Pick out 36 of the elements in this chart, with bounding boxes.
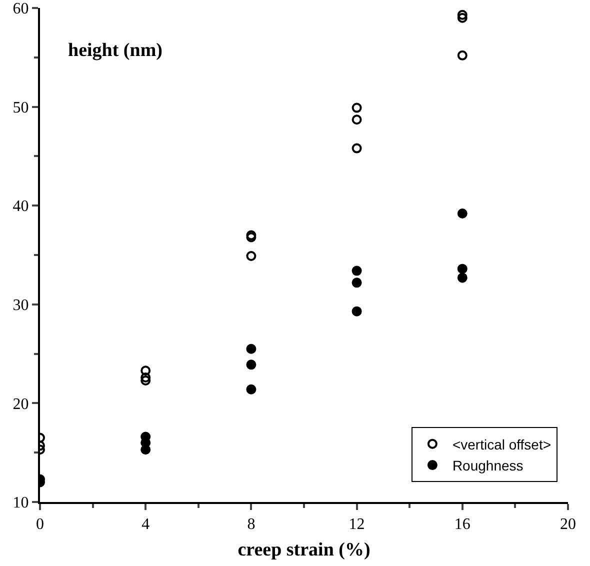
x-tick-label: 16	[454, 516, 470, 534]
point	[352, 278, 362, 288]
point	[246, 250, 256, 261]
y-axis-title: height (nm)	[68, 40, 162, 61]
x-tick-label: 8	[247, 516, 256, 534]
point	[457, 10, 468, 20]
point	[140, 375, 151, 386]
x-tick-label: 20	[560, 516, 576, 534]
x-tick-label: 4	[142, 516, 150, 534]
point	[457, 272, 468, 283]
x-tick-label: 0	[36, 516, 44, 534]
y-tick-label: 10	[12, 494, 29, 512]
y-tick-label: 20	[12, 396, 29, 413]
point	[246, 344, 256, 354]
y-tick-label: 40	[12, 198, 29, 216]
point	[246, 360, 256, 370]
y-tick-label: 50	[12, 99, 29, 116]
point	[457, 208, 468, 218]
point	[352, 306, 362, 316]
point	[457, 50, 468, 60]
legend-label: <vertical offset>	[452, 436, 552, 452]
point	[246, 384, 256, 394]
point	[140, 444, 151, 455]
x-axis-title: creep strain (%)	[238, 540, 370, 560]
point	[352, 102, 362, 113]
point	[140, 366, 151, 376]
point	[352, 266, 362, 276]
point	[352, 114, 362, 125]
legend-label: Roughness	[452, 458, 524, 474]
point	[352, 143, 362, 154]
y-tick-label: 60	[12, 0, 29, 18]
point	[140, 372, 151, 383]
y-tick-label: 30	[12, 297, 29, 314]
point	[457, 12, 468, 23]
point	[457, 264, 468, 274]
x-tick-label: 12	[348, 516, 365, 534]
